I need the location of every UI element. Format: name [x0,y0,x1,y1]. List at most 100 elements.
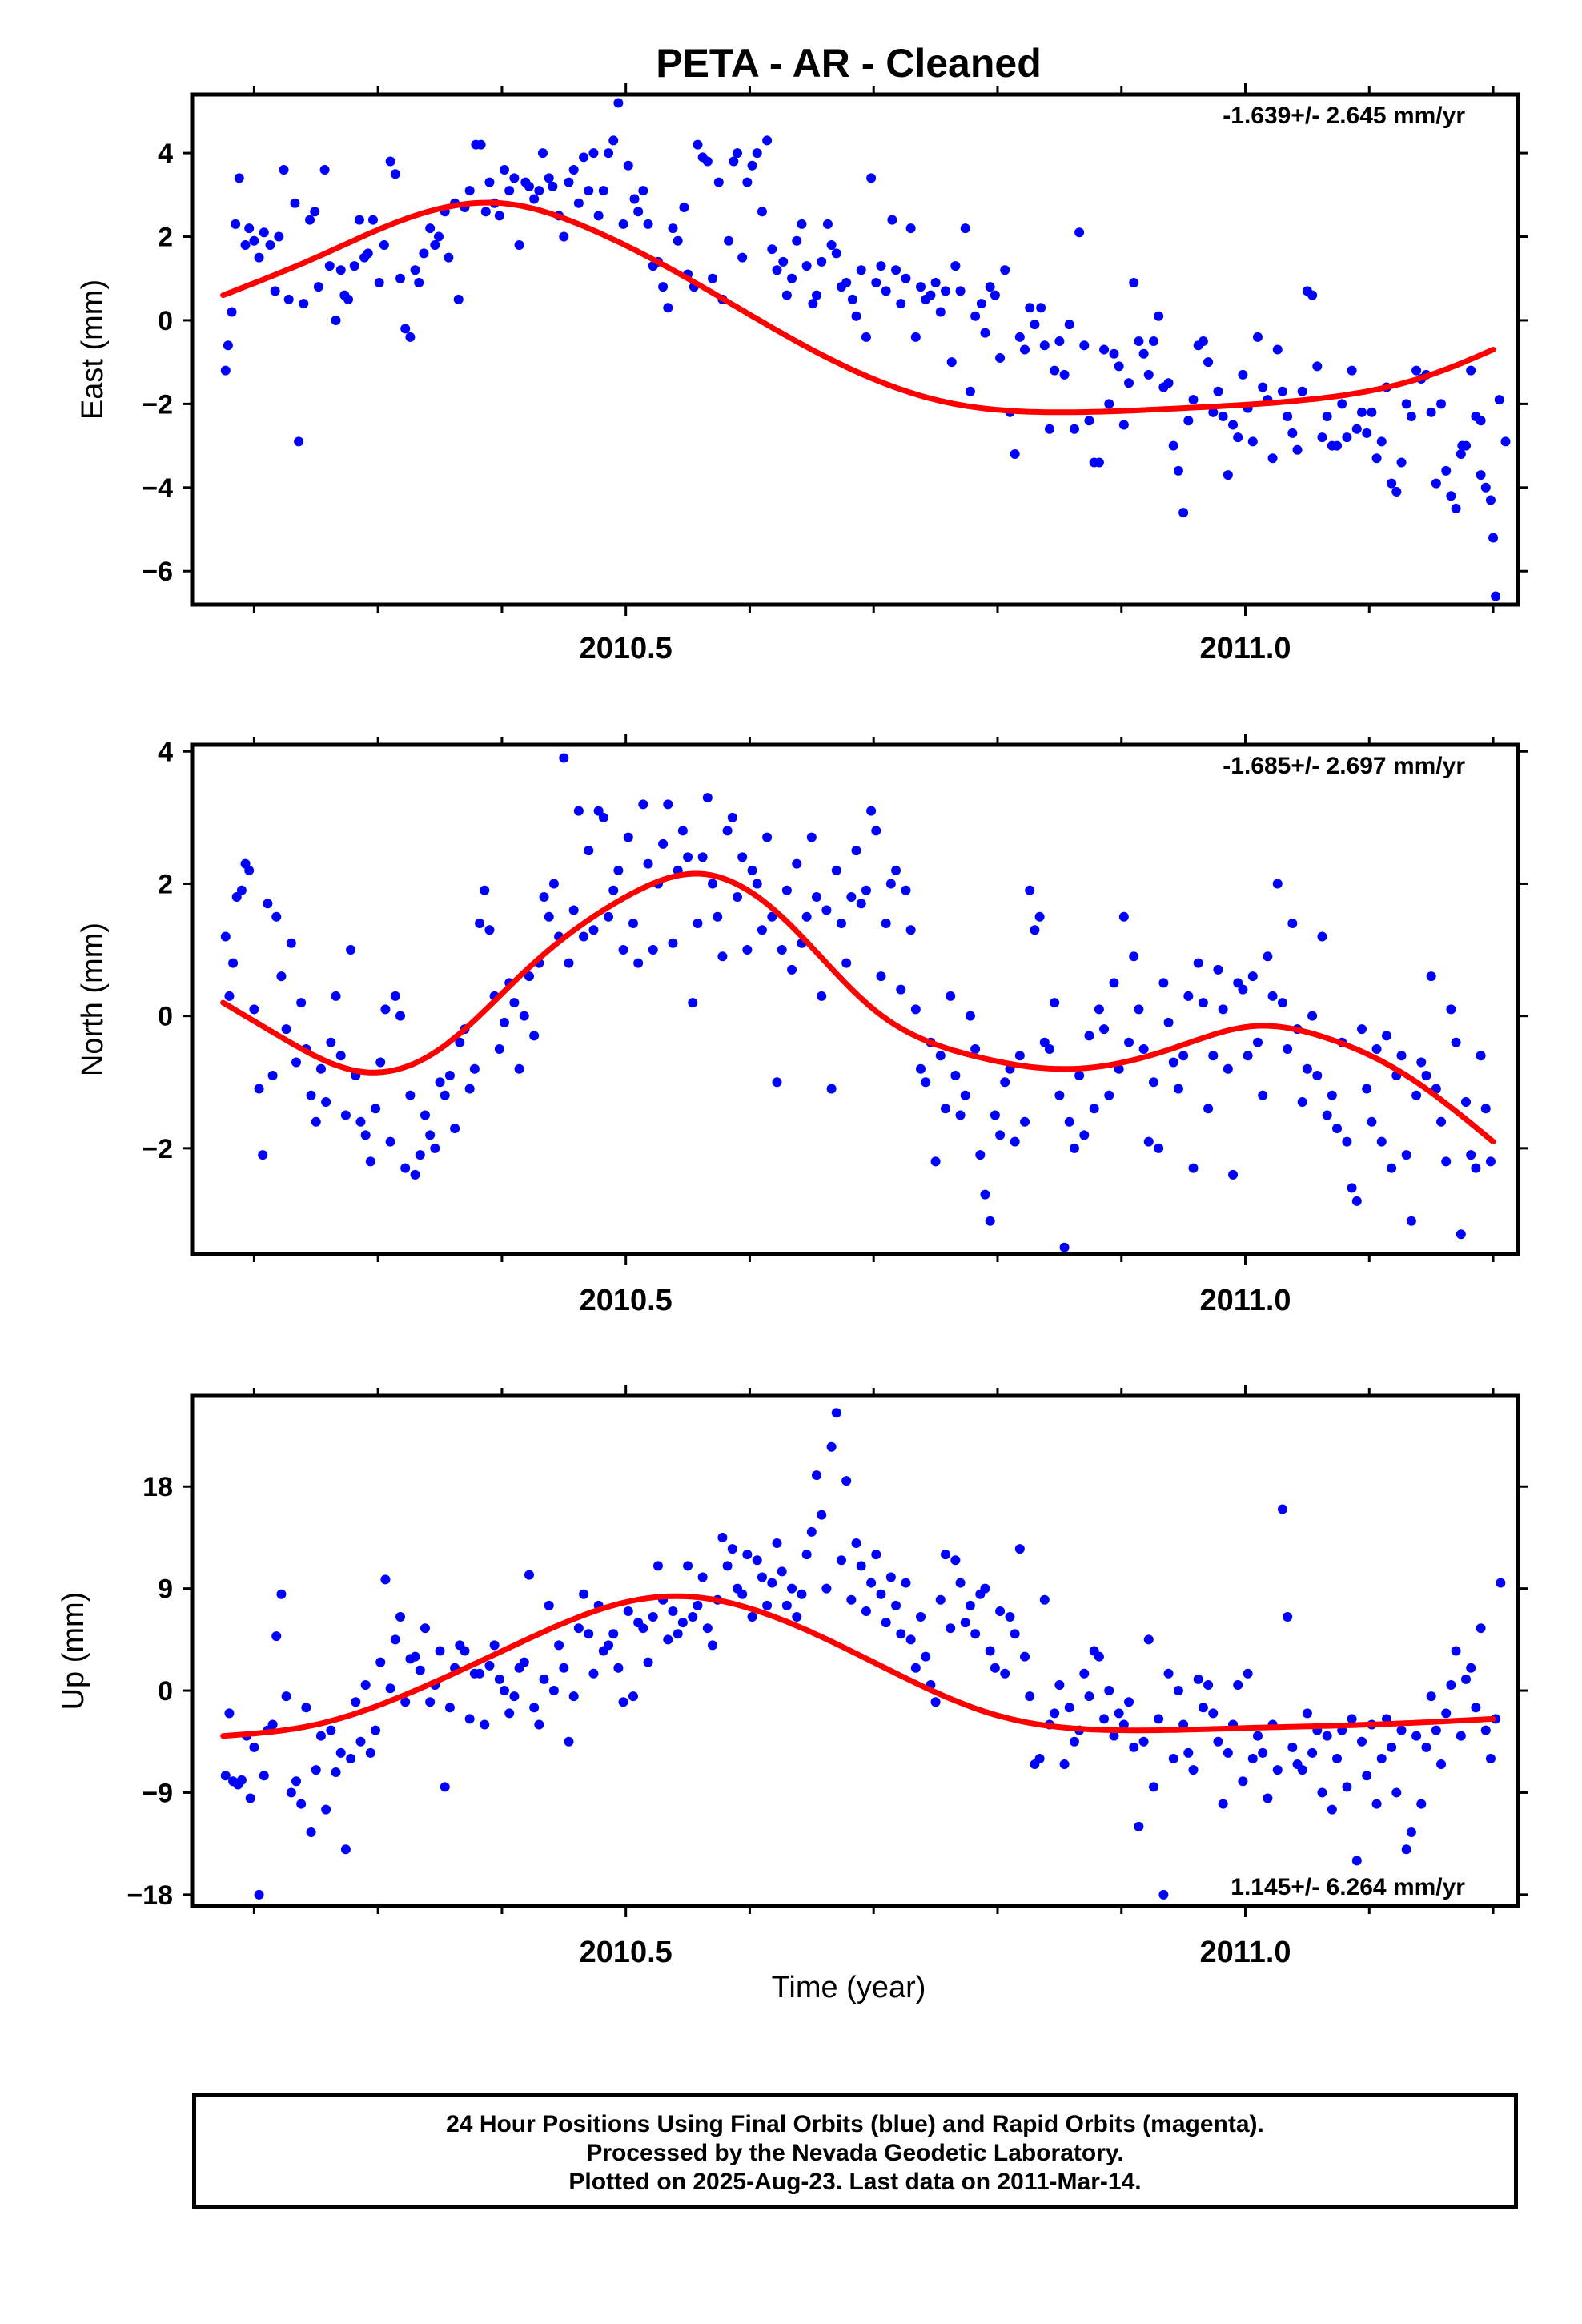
data-point [742,177,753,187]
data-point [1030,925,1040,935]
data-point [935,1594,946,1605]
data-point [281,1691,291,1702]
data-point [727,1544,737,1554]
data-point [1252,1731,1263,1741]
data-point [668,1606,678,1616]
data-point [871,1550,881,1560]
data-point [866,1578,877,1588]
data-point [762,832,773,842]
data-point [910,1663,921,1673]
data-point [489,1640,500,1651]
data-point [331,1767,341,1777]
data-point [812,290,822,300]
data-point [548,181,558,191]
data-point [484,177,495,187]
data-point [1129,277,1139,287]
data-point [683,1561,693,1571]
data-point [940,1550,950,1560]
plot-frame [190,92,1520,607]
fit-curve [220,870,1496,1145]
data-point [1074,1070,1085,1080]
data-point [1476,416,1486,426]
data-point [274,231,284,242]
y-tick-label: 2 [158,869,173,899]
data-point [259,1771,269,1781]
data-point [1476,1051,1486,1061]
data-point [1198,336,1208,347]
rate-annotation: -1.639+/- 2.645 mm/yr [1223,103,1465,129]
data-point [1267,453,1278,464]
data-point [480,1719,490,1730]
chart-title: PETA - AR - Cleaned [656,41,1042,86]
data-point [697,852,708,862]
y-tick-label: −4 [142,473,173,504]
data-point [1322,412,1332,422]
data-point [1471,1703,1481,1713]
data-point [1193,958,1203,968]
data-point [1020,1651,1030,1662]
data-point [1079,1668,1090,1679]
data-point [901,273,911,283]
data-point [995,1606,1006,1616]
data-point [1436,1116,1447,1127]
data-point [1163,1668,1174,1679]
data-point [901,1578,911,1588]
data-point [1480,1725,1491,1735]
data-point [371,1725,381,1735]
data-point [1258,1747,1268,1758]
data-point [960,1618,970,1628]
data-point [579,931,589,942]
data-point [296,998,307,1008]
data-point [573,1623,584,1634]
data-point [385,156,396,167]
data-point [1143,1136,1154,1147]
data-point [887,215,897,225]
data-point [930,1156,941,1167]
data-point [910,1004,921,1015]
data-point [1342,432,1352,443]
data-point [351,1697,361,1707]
data-point [1203,1104,1214,1114]
data-point [916,1063,926,1074]
data-point [598,812,608,822]
data-point [1466,1663,1476,1673]
data-point [519,1011,529,1021]
data-point [995,1130,1006,1140]
data-point [1084,416,1094,426]
data-point [921,1077,931,1088]
data-point [846,1594,857,1605]
data-point [1327,1090,1337,1100]
data-point [1039,1037,1050,1047]
data-point [1272,344,1283,355]
data-point [410,1169,420,1180]
data-point [990,1663,1000,1673]
data-points [220,753,1496,1252]
data-point [425,1697,436,1707]
data-point [1277,386,1287,396]
data-point [1421,1742,1431,1752]
data-point [254,252,264,263]
footer-line-3: Plotted on 2025-Aug-23. Last data on 201… [568,2169,1142,2195]
data-point [1411,1731,1422,1741]
data-point [1129,1742,1139,1752]
data-point [265,239,275,250]
data-point [985,1216,995,1226]
data-point [643,858,653,869]
data-point [1074,227,1085,238]
data-point [1381,1031,1391,1041]
data-point [778,256,789,267]
data-point [1351,1856,1362,1866]
data-point [713,177,724,187]
data-point [1134,336,1144,347]
data-point [286,938,296,948]
data-point [623,1606,633,1616]
data-point [365,1747,375,1758]
data-point [608,1629,619,1639]
data-point [1322,1731,1332,1741]
data-point [539,891,549,902]
data-point [1367,407,1377,417]
data-point [464,186,475,196]
data-point [980,1189,990,1200]
data-point [1476,470,1486,480]
data-point [1317,931,1327,942]
